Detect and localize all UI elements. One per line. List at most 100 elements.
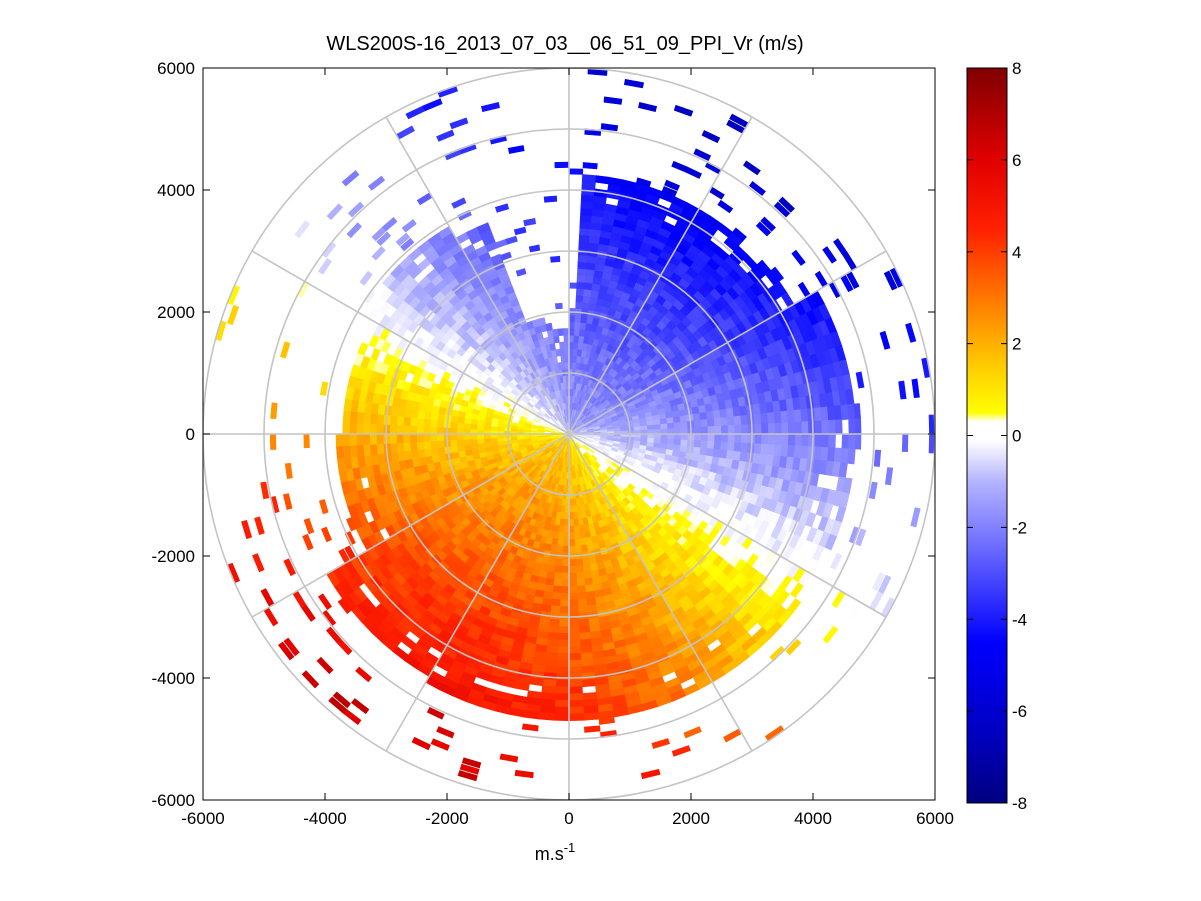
velocity-cell [456, 421, 465, 429]
velocity-cell [456, 433, 464, 441]
velocity-cell [787, 409, 796, 423]
velocity-cell [551, 591, 562, 601]
velocity-cell [600, 123, 619, 132]
velocity-cell [778, 196, 795, 213]
velocity-cell [568, 652, 582, 661]
velocity-cell [574, 321, 582, 330]
velocity-cell [396, 424, 404, 435]
velocity-cell [343, 398, 353, 412]
velocity-cell [429, 426, 438, 435]
velocity-cell [554, 558, 563, 567]
velocity-cell [349, 433, 357, 446]
velocity-cell [754, 423, 763, 435]
velocity-cell [685, 166, 703, 179]
velocity-cell [576, 281, 586, 290]
velocity-cell [713, 441, 722, 451]
velocity-cell [673, 439, 682, 447]
velocity-cell [574, 314, 582, 323]
velocity-cell [700, 426, 709, 435]
velocity-cell [476, 438, 485, 444]
velocity-cell [821, 433, 830, 448]
velocity-cell [362, 444, 371, 456]
velocity-cell [822, 246, 837, 264]
velocity-cell [436, 426, 444, 435]
velocity-cell [575, 294, 584, 303]
velocity-cell [572, 505, 578, 513]
velocity-cell [575, 301, 584, 310]
velocity-cell [901, 433, 909, 453]
velocity-cell [694, 433, 702, 442]
velocity-cell [389, 424, 397, 435]
velocity-cell [575, 571, 585, 580]
velocity-cell [568, 686, 583, 695]
velocity-cell [667, 428, 675, 435]
velocity-cell [568, 699, 584, 708]
velocity-cell [559, 348, 566, 357]
velocity-cell [554, 565, 563, 574]
velocity-cell [396, 442, 405, 453]
velocity-cell [571, 491, 577, 500]
velocity-cell [830, 552, 843, 571]
velocity-cell [568, 314, 576, 323]
velocity-cell [568, 659, 582, 668]
velocity-cell [701, 129, 721, 144]
velocity-cell [561, 559, 570, 567]
velocity-cell [767, 444, 776, 456]
velocity-cell [577, 598, 588, 607]
velocity-cell [905, 322, 917, 343]
velocity-cell [342, 445, 351, 459]
chart-title: WLS200S-16_2013_07_03__06_51_09_PPI_Vr (… [326, 33, 803, 55]
velocity-cell [355, 433, 364, 446]
velocity-cell [568, 168, 584, 175]
y-tick-label: 6000 [157, 59, 195, 78]
velocity-cell [556, 538, 564, 547]
velocity-cell [423, 440, 432, 450]
velocity-cell [563, 328, 570, 336]
velocity-cell [396, 415, 405, 426]
velocity-cell [402, 433, 411, 444]
velocity-cell [801, 421, 810, 435]
velocity-cell [767, 422, 776, 435]
velocity-cell [557, 328, 565, 337]
velocity-cell [563, 532, 570, 540]
velocity-cell [553, 706, 570, 715]
velocity-cell [389, 433, 397, 444]
velocity-cell [335, 445, 345, 459]
velocity-cell [552, 585, 562, 594]
velocity-cell [720, 417, 729, 427]
velocity-cell [785, 638, 802, 656]
velocity-cell [578, 618, 590, 627]
velocity-cell [430, 447, 439, 457]
velocity-cell [672, 416, 681, 424]
velocity-cell [456, 427, 464, 435]
velocity-cell [761, 433, 769, 445]
velocity-cell [787, 445, 796, 459]
velocity-cell [548, 618, 560, 627]
velocity-cell [416, 417, 425, 427]
velocity-cell [560, 579, 570, 587]
velocity-cell [402, 424, 411, 435]
velocity-cell [720, 441, 729, 451]
velocity-cell [626, 426, 635, 432]
velocity-cell [734, 424, 742, 435]
velocity-cell [449, 433, 458, 441]
velocity-cell [727, 433, 736, 444]
velocity-cell [568, 632, 581, 641]
velocity-cell [557, 646, 570, 654]
velocity-cell [375, 433, 384, 445]
velocity-cell [576, 591, 587, 601]
velocity-cell [538, 712, 555, 721]
velocity-cell [781, 433, 789, 446]
velocity-cell [791, 249, 806, 266]
velocity-cell [547, 625, 560, 634]
velocity-cell [416, 433, 424, 443]
velocity-cell [568, 713, 585, 722]
velocity-cell [409, 433, 418, 443]
velocity-cell [568, 679, 583, 688]
velocity-cell [635, 177, 652, 188]
velocity-cell [576, 267, 587, 277]
velocity-cell [774, 433, 783, 446]
velocity-cell [436, 419, 445, 428]
velocity-cell [580, 665, 595, 674]
velocity-cell [868, 481, 878, 500]
